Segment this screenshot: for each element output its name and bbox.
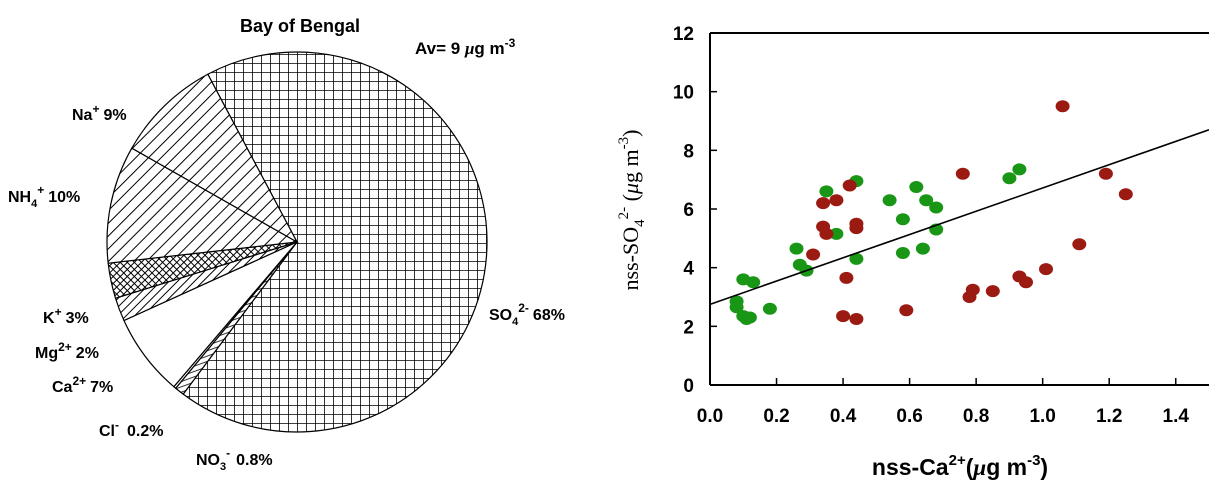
pie-label-mg: Mg2+ 2% bbox=[35, 340, 99, 362]
pie-label-na: Na+ 9% bbox=[72, 102, 127, 124]
y-tick-label: 2 bbox=[683, 317, 694, 338]
y-axis-label: nss-SO42- (μg m-3) bbox=[616, 130, 648, 291]
pie-slice-so4 bbox=[182, 51, 488, 433]
scatter-point bbox=[819, 227, 834, 240]
scatter-point bbox=[1012, 163, 1027, 176]
scatter-point bbox=[929, 201, 944, 214]
scatter-point bbox=[1118, 188, 1133, 201]
scatter-point bbox=[882, 194, 897, 207]
scatter-point bbox=[819, 185, 834, 198]
scatter-point bbox=[729, 301, 744, 314]
scatter-point bbox=[965, 283, 980, 296]
x-tick-label: 0.4 bbox=[830, 406, 857, 427]
scatter-point bbox=[1002, 172, 1017, 185]
trend-line bbox=[709, 129, 1209, 306]
pie-label-no3: NO3- 0.8% bbox=[196, 446, 273, 473]
scatter-point bbox=[1055, 100, 1070, 113]
scatter-point bbox=[1072, 238, 1087, 251]
scatter-chart: 0 2 4 6 8 10 12 0.0 0.2 0.4 0.6 0.8 1.0 1.2 1.4 nss-Ca… bbox=[616, 24, 1209, 480]
x-tick-label: 0.8 bbox=[963, 406, 989, 427]
scatter-point bbox=[909, 181, 924, 193]
scatter-point bbox=[842, 179, 857, 192]
scatter-point bbox=[762, 302, 777, 315]
y-tick-label: 12 bbox=[673, 24, 694, 45]
scatter-point bbox=[849, 313, 864, 325]
pie-label-cl: Cl- 0.2% bbox=[99, 418, 163, 440]
scatter-point bbox=[899, 304, 914, 317]
x-axis-label: nss-Ca2+(μg m-3) bbox=[872, 452, 1048, 480]
x-tick-label: 1.0 bbox=[1029, 406, 1055, 427]
scatter-point bbox=[829, 194, 844, 207]
pie-slices bbox=[106, 51, 488, 433]
x-tick-label: 0.6 bbox=[896, 406, 922, 427]
scatter-point bbox=[895, 247, 910, 259]
scatter-point bbox=[806, 248, 821, 261]
scatter-points bbox=[729, 100, 1133, 325]
x-tick-label: 1.4 bbox=[1163, 406, 1190, 427]
x-tick-label: 0.0 bbox=[697, 406, 723, 427]
scatter-point bbox=[895, 213, 910, 226]
pie-label-k: K+ 3% bbox=[43, 305, 89, 327]
y-tick-label: 10 bbox=[673, 83, 694, 104]
pie-chart: Bay of Bengal Av= 9 μg m-3 SO42- 68% NO3-… bbox=[8, 16, 565, 473]
scatter-point bbox=[742, 311, 757, 324]
pie-average-annotation: Av= 9 μg m-3 bbox=[415, 36, 516, 58]
pie-label-ca: Ca2+ 7% bbox=[52, 374, 113, 396]
scatter-point bbox=[919, 194, 934, 207]
scatter-axes bbox=[709, 32, 1209, 386]
y-tick-label: 8 bbox=[683, 141, 694, 162]
scatter-point bbox=[915, 242, 930, 255]
pie-label-so4: SO42- 68% bbox=[489, 301, 565, 328]
scatter-point bbox=[985, 285, 1000, 298]
pie-slice-na bbox=[130, 73, 299, 244]
scatter-point bbox=[1098, 167, 1113, 180]
scatter-point bbox=[789, 242, 804, 255]
scatter-point bbox=[1039, 263, 1053, 276]
scatter-point bbox=[849, 222, 864, 235]
y-tick-label: 0 bbox=[683, 376, 694, 397]
scatter-point bbox=[1019, 276, 1033, 289]
scatter-tick-labels: 0 2 4 6 8 10 12 0.0 0.2 0.4 0.6 0.8 1.0 1.2 1.4 bbox=[673, 24, 1190, 427]
pie-slice-nh4 bbox=[106, 147, 299, 264]
scatter-point bbox=[746, 276, 761, 289]
scatter-point bbox=[849, 252, 864, 265]
scatter-point bbox=[955, 167, 970, 180]
scatter-point bbox=[829, 227, 844, 240]
pie-label-nh4: NH4+ 10% bbox=[8, 183, 80, 210]
scatter-point bbox=[836, 310, 851, 323]
scatter-point bbox=[839, 271, 854, 284]
y-tick-label: 6 bbox=[683, 200, 694, 221]
x-tick-label: 1.2 bbox=[1096, 406, 1122, 427]
pie-title: Bay of Bengal bbox=[240, 16, 360, 36]
y-tick-label: 4 bbox=[683, 259, 694, 280]
x-tick-label: 0.2 bbox=[763, 406, 789, 427]
scatter-point bbox=[816, 197, 831, 210]
